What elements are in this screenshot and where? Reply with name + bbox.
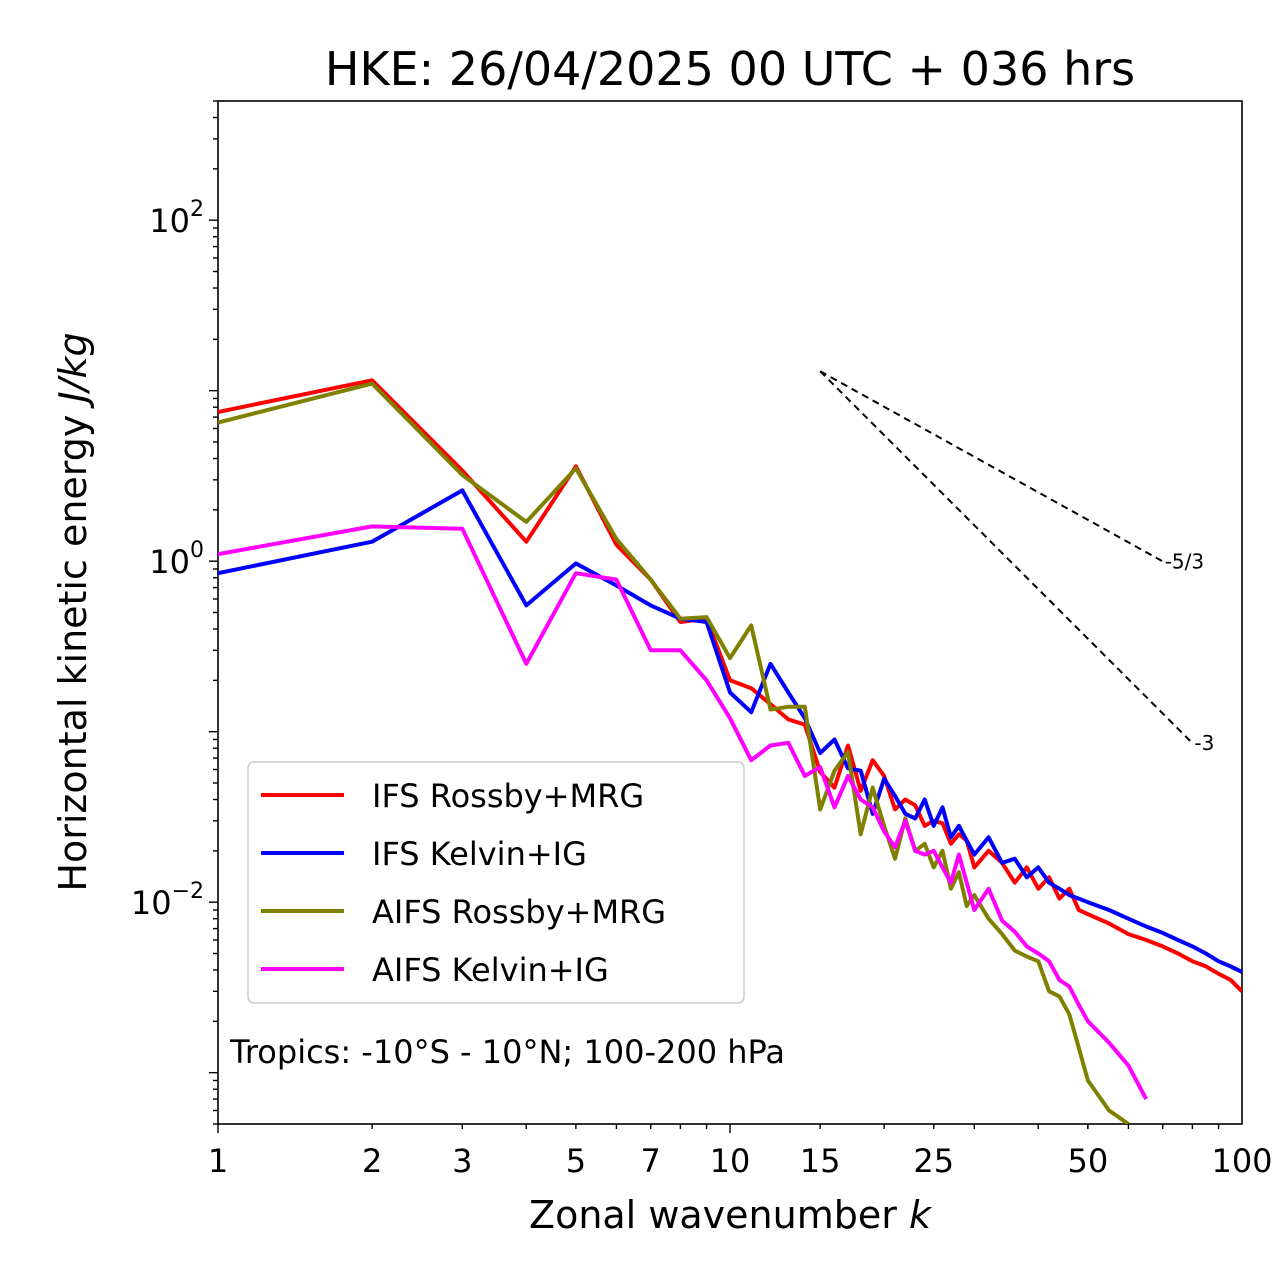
x-tick-label: 3 [452,1142,472,1180]
x-tick-label: 50 [1068,1142,1109,1180]
legend-items: IFS Rossby+MRG IFS Kelvin+IG AIFS Rossby+M… [261,777,666,989]
x-tick-label: 2 [362,1142,382,1180]
x-axis-ticks: 1 2 3 5 7 10 15 25 50 100 [208,1124,1273,1180]
y-tick-label: 10−2 [131,879,204,922]
x-axis-label: Zonal wavenumber k [529,1193,933,1237]
x-tick-label: 7 [641,1142,661,1180]
legend-label: IFS Kelvin+IG [372,835,587,873]
legend-frame [247,761,745,1004]
reference-slope-line [819,370,1164,563]
y-tick-label: 100 [149,538,204,581]
series-line-aifs-rossby-mrg [218,381,1130,1124]
chart-title: HKE: 26/04/2025 00 UTC + 036 hrs [325,42,1135,96]
plot-area: -5/3 -3 1 2 3 5 7 10 15 25 50 100 10−2 100 102 [131,100,1273,1180]
x-tick-label: 15 [800,1142,841,1180]
y-axis-label: Horizontal kinetic energy J/kg [51,332,95,891]
legend-label: AIFS Rossby+MRG [372,893,666,931]
region-annotation: Tropics: -10°S - 10°N; 100-200 hPa [229,1033,785,1071]
x-tick-label: 25 [913,1142,954,1180]
x-tick-label: 10 [710,1142,751,1180]
reference-slope-line [819,370,1194,744]
x-tick-label: 5 [566,1142,586,1180]
legend-label: IFS Rossby+MRG [372,777,644,815]
legend-label: AIFS Kelvin+IG [372,951,609,989]
x-tick-label: 100 [1211,1142,1272,1180]
legend: IFS Rossby+MRG IFS Kelvin+IG AIFS Rossby+M… [247,761,745,1004]
series-line-ifs-kelvin-ig [218,488,1242,974]
reference-slopes: -5/3 -3 [819,370,1214,755]
reference-slope-label: -5/3 [1165,549,1204,573]
reference-slope-label: -3 [1194,731,1214,755]
series-line-aifs-kelvin-ig [218,524,1148,1101]
x-tick-label: 1 [208,1142,228,1180]
y-tick-label: 102 [149,197,204,240]
y-axis-ticks: 10−2 100 102 [131,100,218,1125]
series-layer [218,378,1242,1124]
